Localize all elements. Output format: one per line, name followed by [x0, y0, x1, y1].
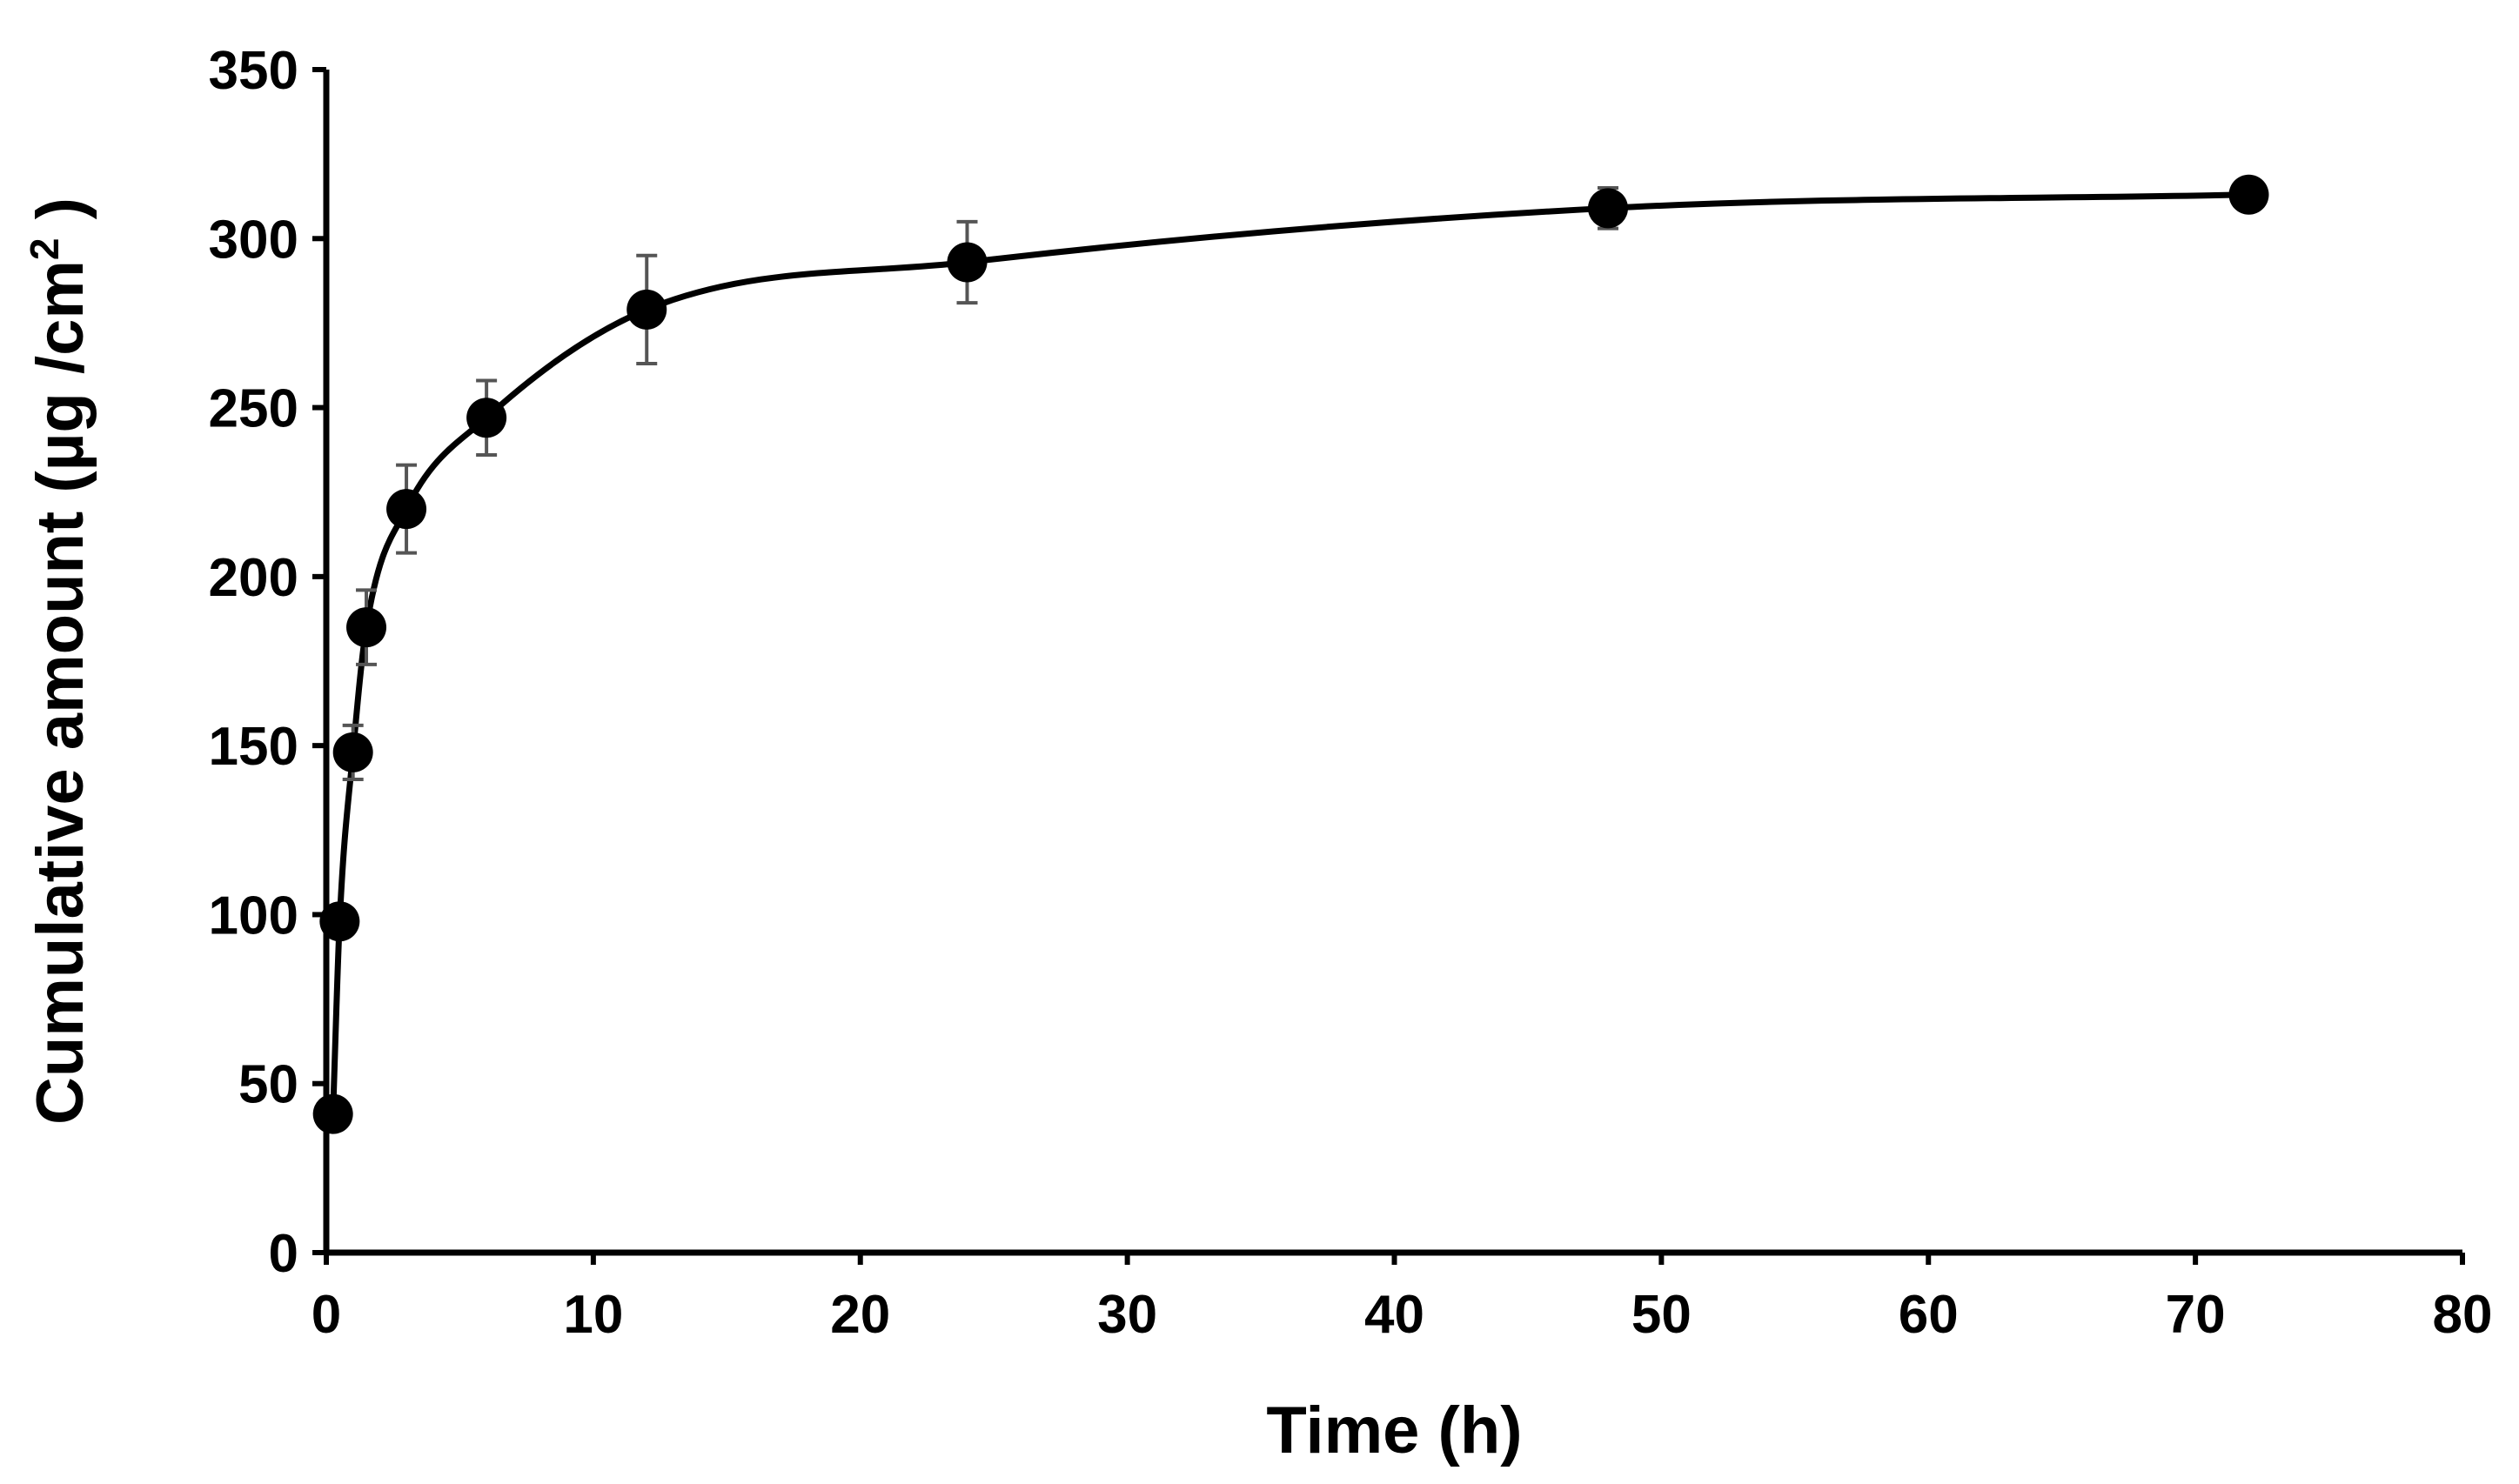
y-tick-label: 0 [269, 1224, 298, 1284]
x-tick-label: 30 [1097, 1285, 1157, 1345]
y-tick-label: 250 [209, 379, 298, 439]
y-tick-label: 200 [209, 548, 298, 608]
data-point [947, 242, 988, 283]
plot-area [312, 174, 2269, 1134]
data-point [346, 607, 387, 648]
x-tick-label: 80 [2433, 1285, 2493, 1345]
y-axis-title-superscript: 2 [22, 237, 67, 260]
data-point [332, 732, 373, 772]
x-axis-title: Time (h) [1266, 1394, 1522, 1467]
x-tick-label: 10 [563, 1285, 623, 1345]
data-point [319, 901, 360, 942]
x-tick-label: 0 [312, 1285, 341, 1345]
x-tick-label: 60 [1899, 1285, 1959, 1345]
axes: 0 10 20 30 40 50 60 70 80 0 50 100 150 200 250 300 350 [209, 41, 2493, 1345]
x-tick-label: 20 [830, 1285, 890, 1345]
data-points [312, 174, 2269, 1134]
x-axis-ticks: 0 10 20 30 40 50 60 70 80 [312, 1253, 2493, 1345]
y-axis-title-prefix: Cumulative amount (µg /cm [23, 260, 97, 1125]
series-line [330, 191, 2249, 1114]
y-tick-label: 50 [238, 1055, 298, 1115]
y-axis-title-suffix: ) [23, 197, 97, 237]
y-tick-label: 100 [209, 886, 298, 946]
y-tick-label: 300 [209, 210, 298, 270]
y-tick-label: 350 [209, 41, 298, 101]
data-point [1588, 188, 1628, 229]
data-point [626, 289, 667, 330]
x-tick-label: 40 [1364, 1285, 1424, 1345]
data-point [466, 398, 507, 438]
data-point [312, 1093, 353, 1134]
x-tick-label: 50 [1631, 1285, 1692, 1345]
y-axis-ticks: 0 50 100 150 200 250 300 350 [209, 41, 326, 1284]
data-point [386, 489, 427, 530]
x-tick-label: 70 [2166, 1285, 2226, 1345]
data-point [2228, 174, 2269, 215]
y-axis-title: Cumulative amount (µg /cm2 ) [22, 197, 97, 1125]
y-tick-label: 150 [209, 717, 298, 777]
